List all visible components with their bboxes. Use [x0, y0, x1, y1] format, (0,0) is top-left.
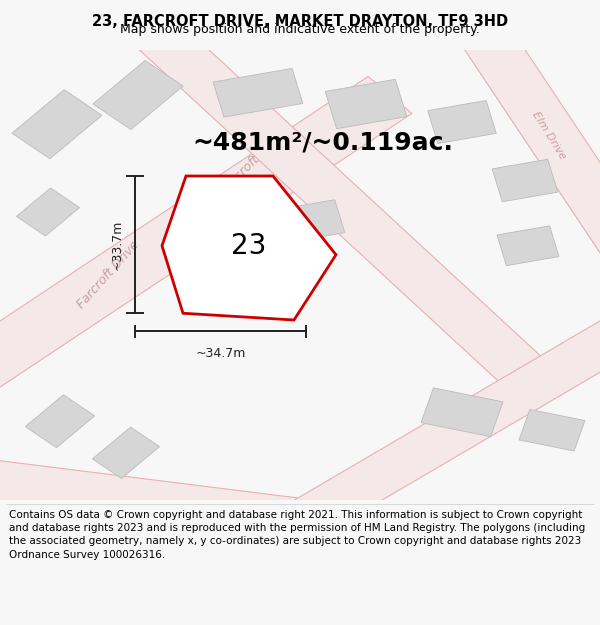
Text: 23: 23	[232, 232, 266, 260]
Polygon shape	[129, 15, 561, 400]
Polygon shape	[92, 427, 160, 478]
Polygon shape	[428, 101, 496, 144]
Polygon shape	[16, 188, 80, 236]
Polygon shape	[421, 388, 503, 437]
Polygon shape	[492, 159, 558, 202]
Text: Elm Drive: Elm Drive	[530, 110, 568, 161]
Text: Contains OS data © Crown copyright and database right 2021. This information is : Contains OS data © Crown copyright and d…	[9, 510, 585, 559]
Polygon shape	[519, 409, 585, 451]
Text: ~34.7m: ~34.7m	[196, 347, 245, 360]
Polygon shape	[12, 90, 102, 159]
Text: Farcroft: Farcroft	[218, 152, 262, 196]
Polygon shape	[25, 395, 95, 448]
Polygon shape	[0, 76, 412, 392]
Text: Farcroft Drive: Farcroft Drive	[74, 239, 142, 311]
Polygon shape	[456, 19, 600, 261]
Polygon shape	[213, 68, 303, 117]
Polygon shape	[0, 458, 334, 542]
Text: ~33.7m: ~33.7m	[110, 219, 124, 270]
Text: Map shows position and indicative extent of the property.: Map shows position and indicative extent…	[120, 23, 480, 36]
Polygon shape	[497, 226, 559, 266]
Text: 23, FARCROFT DRIVE, MARKET DRAYTON, TF9 3HD: 23, FARCROFT DRIVE, MARKET DRAYTON, TF9 …	[92, 14, 508, 29]
Polygon shape	[93, 61, 183, 129]
Polygon shape	[162, 176, 336, 320]
Text: ~481m²/~0.119ac.: ~481m²/~0.119ac.	[192, 130, 453, 154]
Polygon shape	[283, 313, 600, 539]
Polygon shape	[279, 200, 345, 242]
Polygon shape	[325, 79, 407, 129]
